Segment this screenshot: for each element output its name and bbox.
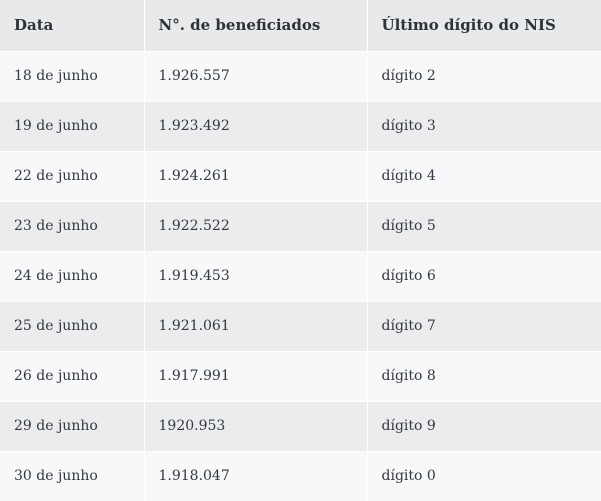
table-row: 22 de junho 1.924.261 dígito 4 xyxy=(0,151,601,202)
cell-nis-digit: dígito 3 xyxy=(367,101,601,152)
table-row: 25 de junho 1.921.061 dígito 7 xyxy=(0,301,601,352)
header-nis-digit: Último dígito do NIS xyxy=(367,0,601,52)
cell-beneficiaries: 1.926.557 xyxy=(144,51,368,102)
table-row: 26 de junho 1.917.991 dígito 8 xyxy=(0,351,601,402)
cell-date: 26 de junho xyxy=(0,351,145,402)
cell-nis-digit: dígito 4 xyxy=(367,151,601,202)
header-date: Data xyxy=(0,0,145,52)
cell-nis-digit: dígito 8 xyxy=(367,351,601,402)
cell-beneficiaries: 1920.953 xyxy=(144,401,368,452)
table-row: 30 de junho 1.918.047 dígito 0 xyxy=(0,451,601,501)
table-row: 19 de junho 1.923.492 dígito 3 xyxy=(0,101,601,152)
cell-date: 22 de junho xyxy=(0,151,145,202)
header-row: Data N°. de beneficiados Último dígito d… xyxy=(0,0,601,52)
table-row: 18 de junho 1.926.557 dígito 2 xyxy=(0,51,601,102)
cell-date: 23 de junho xyxy=(0,201,145,252)
table-row: 23 de junho 1.922.522 dígito 5 xyxy=(0,201,601,252)
cell-nis-digit: dígito 9 xyxy=(367,401,601,452)
cell-beneficiaries: 1.919.453 xyxy=(144,251,368,302)
cell-beneficiaries: 1.924.261 xyxy=(144,151,368,202)
cell-beneficiaries: 1.922.522 xyxy=(144,201,368,252)
cell-date: 30 de junho xyxy=(0,451,145,501)
cell-beneficiaries: 1.917.991 xyxy=(144,351,368,402)
cell-date: 24 de junho xyxy=(0,251,145,302)
table-body: 18 de junho 1.926.557 dígito 2 19 de jun… xyxy=(0,51,601,501)
table-header: Data N°. de beneficiados Último dígito d… xyxy=(0,0,601,52)
cell-date: 29 de junho xyxy=(0,401,145,452)
cell-nis-digit: dígito 7 xyxy=(367,301,601,352)
cell-date: 25 de junho xyxy=(0,301,145,352)
cell-beneficiaries: 1.923.492 xyxy=(144,101,368,152)
cell-date: 19 de junho xyxy=(0,101,145,152)
cell-nis-digit: dígito 2 xyxy=(367,51,601,102)
cell-date: 18 de junho xyxy=(0,51,145,102)
cell-nis-digit: dígito 0 xyxy=(367,451,601,501)
cell-beneficiaries: 1.921.061 xyxy=(144,301,368,352)
table-row: 24 de junho 1.919.453 dígito 6 xyxy=(0,251,601,302)
table-row: 29 de junho 1920.953 dígito 9 xyxy=(0,401,601,452)
cell-nis-digit: dígito 5 xyxy=(367,201,601,252)
cell-beneficiaries: 1.918.047 xyxy=(144,451,368,501)
cell-nis-digit: dígito 6 xyxy=(367,251,601,302)
header-beneficiaries: N°. de beneficiados xyxy=(144,0,368,52)
